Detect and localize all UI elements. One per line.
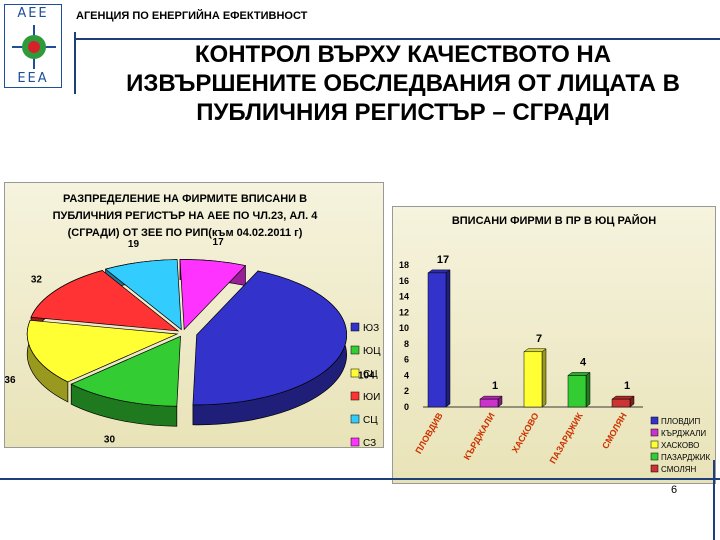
y-tick-label: 2: [404, 386, 409, 396]
y-tick-label: 14: [399, 292, 409, 302]
pie-data-label: 36: [5, 375, 16, 386]
bar-КЪРДЖАЛИ: [479, 395, 503, 408]
bar-legend-label: ХАСКОВО: [661, 441, 699, 450]
pie-slice-СИ: [179, 259, 247, 331]
bar-ПАЗАРДЖИК: [567, 371, 591, 408]
logo-emblem-icon: [12, 25, 56, 69]
title-line: ИЗВЪРШЕНИТЕ ОБСЛЕДВАНИЯ ОТ ЛИЦАТА В: [126, 70, 680, 97]
pie-legend-label: ЮЗ: [363, 323, 379, 334]
pie-legend-label: ЮИ: [363, 392, 380, 403]
title-line: КОНТРОЛ ВЪРХУ КАЧЕСТВОТО НА: [194, 41, 612, 68]
header-rule: [74, 38, 720, 40]
pie-legend-label: СЦ: [363, 369, 378, 380]
pie-legend-item: СЗ: [350, 437, 376, 447]
pie-legend-label: ЮЦ: [363, 346, 381, 357]
x-tick-label: КЪРДЖАЛИ: [462, 411, 497, 462]
pie-legend-item: ЮЦ: [350, 345, 381, 357]
x-tick-label: ХАСКОВО: [510, 411, 541, 455]
title-line: ПУБЛИЧНИЯ РЕГИСТЪР – СГРАДИ: [196, 99, 610, 126]
x-tick-label: ПЛОВДИВ: [413, 411, 445, 456]
logo-text-bottom: EEA: [17, 71, 49, 86]
y-tick-label: 8: [404, 339, 409, 349]
pie-legend-item: ЮЗ: [350, 322, 379, 334]
pie-data-label: 17: [213, 237, 225, 248]
bar-chart-title: ВПИСАНИ ФИРМИ В ПР В ЮЦ РАЙОН: [451, 215, 657, 227]
footer-vertical-rule: [713, 460, 715, 540]
y-tick-label: 10: [399, 323, 409, 333]
pie-chart: 17 19 32 104 36 30 ЮЗ ЮЦ СЦ ЮИ СЦ СЗ: [5, 237, 381, 447]
pie-data-label: 32: [31, 275, 43, 286]
bar-legend-label: ПАЗАРДЖИК: [661, 453, 711, 462]
logo-text-top: AEE: [17, 6, 49, 21]
bar-legend-item: СМОЛЯН: [650, 464, 697, 474]
pie-slice-ЮЗ: [192, 270, 347, 426]
bar-data-label: 7: [536, 333, 542, 345]
bar-data-label: 4: [580, 356, 587, 368]
bar-data-label: 1: [624, 380, 630, 392]
bar-chart-panel: ВПИСАНИ ФИРМИ В ПР В ЮЦ РАЙОН 0 2 4 6 8 10 12 1…: [392, 206, 716, 484]
bar-legend-label: СМОЛЯН: [661, 465, 697, 474]
pie-legend-item: СЦ: [350, 368, 378, 380]
bar-data-label: 17: [437, 254, 449, 266]
y-tick-label: 0: [404, 402, 409, 412]
pie-slice-СЗ: [104, 259, 182, 331]
agency-name: АГЕНЦИЯ ПО ЕНЕРГИЙНА ЕФЕКТИВНОСТ: [76, 10, 308, 22]
pie-legend-label: СЗ: [363, 438, 376, 447]
bar-ХАСКОВО: [523, 348, 547, 408]
x-tick-label: ПАЗАРДЖИК: [548, 411, 585, 466]
pie-legend-item: СЦ: [350, 414, 378, 426]
bar-legend-label: КЪРДЖАЛИ: [661, 429, 706, 438]
bar-legend-item: ХАСКОВО: [650, 440, 699, 450]
pie-slice-СЦ: [26, 319, 179, 403]
bar-legend-item: КЪРДЖАЛИ: [650, 428, 706, 438]
x-tick-label: СМОЛЯН: [600, 411, 629, 451]
pie-data-label: 30: [104, 434, 116, 445]
page-number: 6: [670, 484, 678, 496]
pie-chart-title: РАЗПРЕДЕЛЕНИЕ НА ФИРМИТЕ ВПИСАНИ В ПУБЛИ…: [25, 191, 345, 242]
aee-logo: AEE EEA: [4, 4, 62, 88]
bar-ПЛОВДИВ: [427, 269, 451, 408]
pie-legend-label: СЦ: [363, 415, 378, 426]
y-tick-label: 16: [399, 276, 409, 286]
y-tick-label: 18: [399, 260, 409, 270]
pie-title-line: ПУБЛИЧНИЯ РЕГИСТЪР НА АЕЕ ПО ЧЛ.23, АЛ. …: [52, 210, 318, 222]
pie-slice-ЮЦ: [70, 335, 181, 427]
y-tick-label: 12: [399, 307, 409, 317]
bar-legend-item: ПАЗАРДЖИК: [650, 452, 711, 462]
footer-rule: [0, 478, 720, 480]
pie-title-line: (СГРАДИ) ОТ ЗЕЕ ПО РИП(към 04.02.2011 г): [67, 227, 303, 239]
pie-title-line: РАЗПРЕДЕЛЕНИЕ НА ФИРМИТЕ ВПИСАНИ В: [62, 193, 308, 205]
y-tick-label: 4: [404, 370, 409, 380]
pie-legend-item: ЮИ: [350, 391, 380, 403]
y-tick-label: 6: [404, 355, 409, 365]
pie-chart-panel: РАЗПРЕДЕЛЕНИЕ НА ФИРМИТЕ ВПИСАНИ В ПУБЛИ…: [4, 182, 384, 448]
page-title: КОНТРОЛ ВЪРХУ КАЧЕСТВОТО НА ИЗВЪРШЕНИТЕ …: [88, 40, 718, 127]
bar-legend-item: ПЛОВДИП: [650, 416, 701, 426]
pie-data-label: 19: [128, 239, 140, 250]
pie-data-label: 104: [358, 371, 375, 382]
bar-СМОЛЯН: [611, 395, 635, 408]
bar-legend-label: ПЛОВДИП: [661, 417, 701, 426]
bar-data-label: 1: [492, 380, 498, 392]
header-vertical-rule: [74, 32, 76, 94]
